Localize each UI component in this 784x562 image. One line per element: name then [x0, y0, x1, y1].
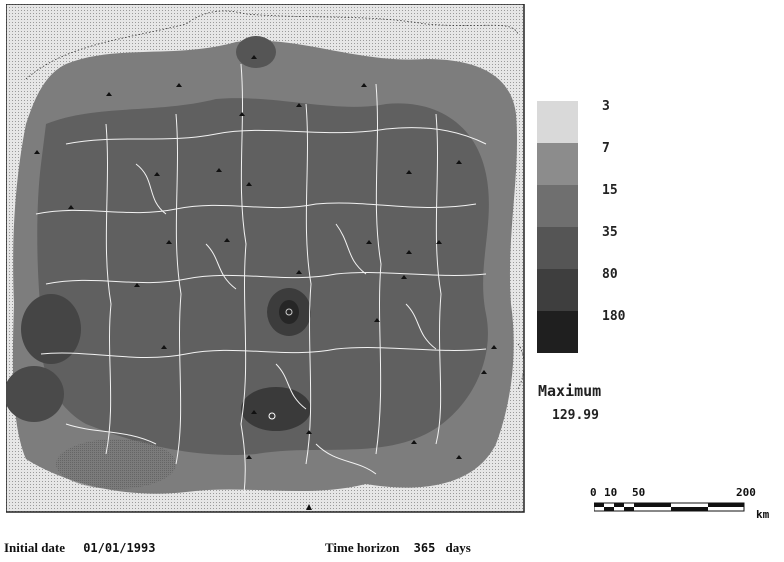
time-horizon: Time horizon 365 days: [325, 540, 471, 556]
district-boundaries: [35, 63, 487, 495]
scale-bar: 0 10 50 200 km: [590, 486, 780, 526]
maximum-label: Maximum: [538, 382, 602, 400]
legend-swatch-5: [537, 311, 578, 353]
legend-label-5: 180: [602, 309, 626, 324]
contour-map: [6, 4, 525, 513]
time-horizon-value: 365: [413, 541, 436, 555]
legend-swatch-0: [537, 101, 578, 143]
legend-swatch-2: [537, 185, 578, 227]
outer-boundary: [25, 10, 519, 80]
legend-swatch-1: [537, 143, 578, 185]
legend-label-2: 15: [602, 183, 618, 198]
station-highlight: [268, 412, 276, 420]
scale-tick-200: 200: [736, 486, 756, 499]
initial-date-label: Initial date: [4, 540, 66, 555]
maximum-value: 129.99: [552, 408, 599, 423]
initial-date-value: 01/01/1993: [83, 541, 156, 555]
region-peak-north: [236, 36, 276, 68]
scale-unit: km: [756, 508, 770, 521]
legend-label-1: 7: [602, 141, 610, 156]
legend-swatch-4: [537, 269, 578, 311]
scale-tick-50: 50: [632, 486, 646, 499]
scale-tick-0: 0: [590, 486, 597, 499]
legend-label-0: 3: [602, 99, 610, 114]
initial-date: Initial date 01/01/1993: [4, 540, 155, 556]
legend-label-4: 80: [602, 267, 618, 282]
region-peak-south: [241, 387, 311, 431]
time-horizon-label: Time horizon: [325, 540, 400, 555]
region-peak-southwest: [6, 366, 64, 422]
region-south-texture: [56, 439, 176, 489]
region-peak-west: [21, 294, 81, 364]
scale-bar-graphic: [594, 502, 745, 512]
scale-tick-10: 10: [604, 486, 618, 499]
region-peak-core: [279, 300, 299, 324]
outer-boundary-east: [517, 343, 525, 390]
station-peak: [285, 308, 293, 316]
legend: 3 7 15 35 80 180: [537, 99, 625, 353]
legend-label-3: 35: [602, 225, 618, 240]
time-horizon-unit: days: [445, 540, 471, 555]
legend-swatch-3: [537, 227, 578, 269]
station-markers: [34, 55, 497, 510]
